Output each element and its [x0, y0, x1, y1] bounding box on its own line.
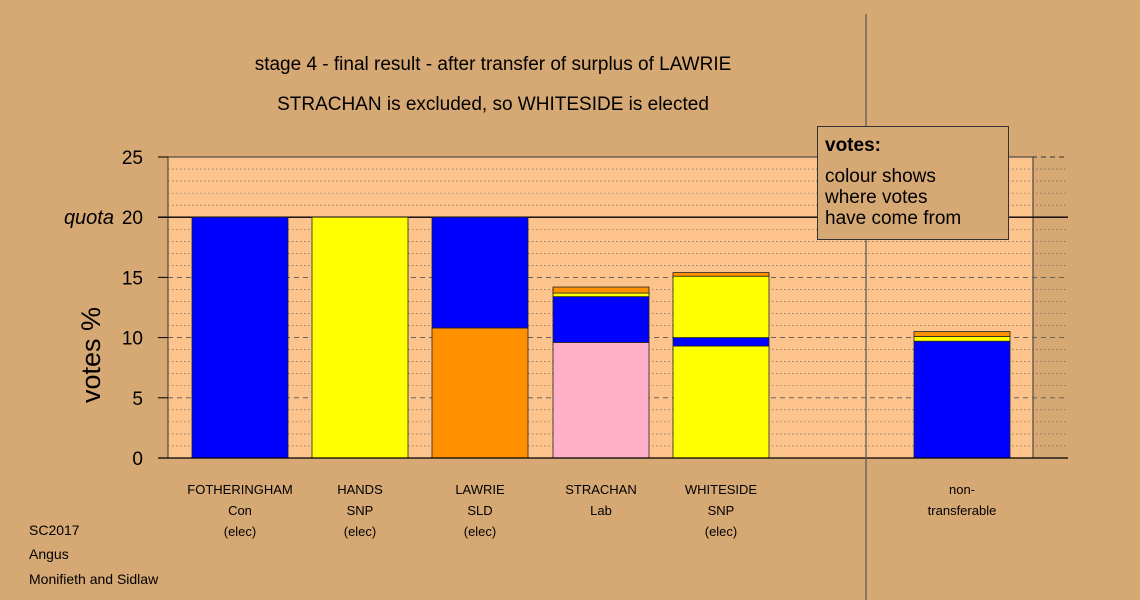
x-tick-label: FOTHERINGHAM [187, 482, 292, 497]
legend-title: votes: [825, 135, 881, 156]
x-tick-label: WHITESIDE [685, 482, 758, 497]
footer-ward: Monifieth and Sidlaw [29, 571, 159, 587]
bar-segment [913, 331, 1011, 337]
y-axis-label: votes % [76, 307, 106, 403]
legend-line: have come from [825, 208, 962, 229]
bar-segment [552, 342, 650, 459]
x-tick-label: Con [228, 503, 252, 518]
y-tick-label: 20 [122, 208, 143, 229]
y-axis: 0 5 10 15 20 25 quota [64, 148, 1068, 470]
x-tick-label: STRACHAN [565, 482, 637, 497]
y-tick-label: 25 [122, 148, 143, 169]
y-tick-label: 10 [122, 329, 143, 350]
x-tick-label: SNP [708, 503, 735, 518]
bar-segment [311, 216, 409, 459]
footer-election: SC2017 [29, 522, 80, 538]
bar-segment [672, 337, 770, 347]
bar-segment [552, 292, 650, 298]
y-tick-label: 15 [122, 268, 143, 289]
legend-line: where votes [825, 187, 928, 208]
x-tick-label: non- [949, 482, 975, 497]
bar-segment [672, 272, 770, 277]
x-tick-label: LAWRIE [455, 482, 505, 497]
legend-box: votes: colour shows where votes have com… [817, 126, 1009, 240]
chart-title: stage 4 - final result - after transfer … [254, 54, 732, 75]
x-tick-label: (elec) [224, 524, 257, 539]
x-tick-label: (elec) [344, 524, 377, 539]
bar-segment [191, 216, 289, 459]
y-tick-label: 0 [132, 449, 143, 470]
bar-segment [672, 275, 770, 339]
bar-segment [552, 296, 650, 343]
x-tick-label: Lab [590, 503, 612, 518]
x-tick-label: SLD [467, 503, 492, 518]
bars [191, 216, 1011, 459]
x-tick-label: (elec) [705, 524, 738, 539]
footer-council: Angus [29, 546, 69, 562]
bar-segment [552, 286, 650, 294]
quota-label: quota [64, 207, 114, 229]
x-tick-label: SNP [347, 503, 374, 518]
x-tick-label: HANDS [337, 482, 383, 497]
y-tick-label: 5 [132, 389, 143, 410]
x-tick-label: (elec) [464, 524, 497, 539]
legend-line: colour shows [825, 166, 936, 187]
bar-segment [913, 340, 1011, 459]
bar-segment [431, 327, 529, 459]
x-labels: FOTHERINGHAM Con (elec) HANDS SNP (elec) LAWRI… [187, 482, 996, 539]
x-tick-label: transferable [928, 503, 997, 518]
bar-segment [431, 216, 529, 329]
chart-subtitle: STRACHAN is excluded, so WHITESIDE is el… [277, 94, 709, 115]
bar-segment [913, 335, 1011, 342]
bar-segment [672, 345, 770, 459]
